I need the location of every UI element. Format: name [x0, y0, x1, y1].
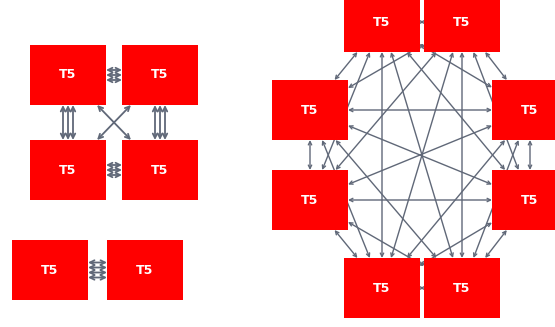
Text: T5: T5	[521, 104, 539, 116]
FancyBboxPatch shape	[12, 240, 88, 300]
Text: T5: T5	[137, 264, 154, 277]
Text: T5: T5	[152, 68, 169, 81]
Text: T5: T5	[301, 104, 319, 116]
FancyBboxPatch shape	[30, 45, 106, 105]
Text: T5: T5	[521, 194, 539, 206]
Text: T5: T5	[453, 282, 471, 295]
FancyBboxPatch shape	[424, 0, 500, 52]
FancyBboxPatch shape	[122, 140, 198, 200]
Text: T5: T5	[453, 15, 471, 28]
FancyBboxPatch shape	[107, 240, 183, 300]
Text: T5: T5	[59, 164, 77, 177]
FancyBboxPatch shape	[272, 170, 348, 230]
Text: T5: T5	[41, 264, 59, 277]
FancyBboxPatch shape	[492, 80, 555, 140]
Text: T5: T5	[59, 68, 77, 81]
FancyBboxPatch shape	[344, 0, 420, 52]
FancyBboxPatch shape	[344, 258, 420, 318]
Text: T5: T5	[374, 282, 391, 295]
Text: T5: T5	[152, 164, 169, 177]
Text: T5: T5	[374, 15, 391, 28]
FancyBboxPatch shape	[272, 80, 348, 140]
Text: T5: T5	[301, 194, 319, 206]
FancyBboxPatch shape	[30, 140, 106, 200]
FancyBboxPatch shape	[424, 258, 500, 318]
FancyBboxPatch shape	[122, 45, 198, 105]
FancyBboxPatch shape	[492, 170, 555, 230]
